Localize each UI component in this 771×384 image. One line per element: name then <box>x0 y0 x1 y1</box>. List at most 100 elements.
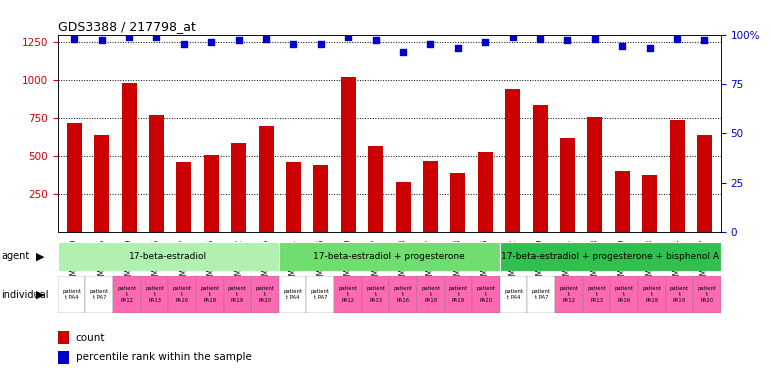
Bar <box>368 146 383 232</box>
Bar <box>177 162 191 232</box>
Text: patient
t PA4: patient t PA4 <box>62 289 81 300</box>
Point <box>561 37 574 43</box>
Bar <box>669 120 685 232</box>
Bar <box>505 89 520 232</box>
Bar <box>389 276 417 313</box>
Bar <box>500 242 721 271</box>
Text: ▶: ▶ <box>36 290 45 300</box>
Point <box>68 35 80 41</box>
Bar <box>67 123 82 232</box>
Bar <box>113 276 140 313</box>
Text: patient
t PA4: patient t PA4 <box>504 289 524 300</box>
Point <box>699 37 711 43</box>
Text: ▶: ▶ <box>36 251 45 262</box>
Bar <box>224 276 251 313</box>
Bar <box>533 104 547 232</box>
Point <box>123 33 135 40</box>
Point <box>205 40 217 46</box>
Bar <box>665 276 693 313</box>
Point <box>452 45 464 51</box>
Bar <box>396 182 411 232</box>
Bar <box>472 276 500 313</box>
Bar <box>140 276 168 313</box>
Bar <box>445 276 472 313</box>
Bar <box>313 166 328 232</box>
Point <box>616 43 628 50</box>
Bar <box>168 276 196 313</box>
Bar <box>204 155 219 232</box>
Text: count: count <box>76 333 106 343</box>
Text: patient
t
PA20: patient t PA20 <box>476 286 496 303</box>
Point <box>369 37 382 43</box>
Bar <box>478 152 493 232</box>
Text: patient
t
PA19: patient t PA19 <box>670 286 689 303</box>
Text: patient
t
PA20: patient t PA20 <box>255 286 274 303</box>
Bar <box>638 276 665 313</box>
Text: patient
t
PA19: patient t PA19 <box>449 286 468 303</box>
Text: patient
t
PA19: patient t PA19 <box>228 286 247 303</box>
Point <box>479 40 491 46</box>
Text: patient
t
PA13: patient t PA13 <box>587 286 606 303</box>
Bar <box>251 276 279 313</box>
Bar <box>86 276 113 313</box>
Text: patient
t
PA20: patient t PA20 <box>698 286 716 303</box>
Bar <box>334 276 362 313</box>
Point <box>315 41 327 48</box>
Bar <box>286 162 301 232</box>
Text: patient
t
PA13: patient t PA13 <box>145 286 164 303</box>
Point <box>507 33 519 40</box>
Bar <box>122 83 136 232</box>
Text: percentile rank within the sample: percentile rank within the sample <box>76 352 251 362</box>
Text: patient
t PA7: patient t PA7 <box>532 289 550 300</box>
Bar <box>560 138 575 232</box>
Bar <box>58 331 69 344</box>
Bar <box>555 276 583 313</box>
Text: individual: individual <box>2 290 49 300</box>
Point <box>671 35 683 41</box>
Point <box>150 33 163 40</box>
Bar <box>500 276 527 313</box>
Bar <box>149 115 164 232</box>
Bar <box>693 276 721 313</box>
Text: patient
t
PA13: patient t PA13 <box>366 286 385 303</box>
Text: patient
t
PA16: patient t PA16 <box>614 286 634 303</box>
Text: 17-beta-estradiol + progesterone: 17-beta-estradiol + progesterone <box>314 252 465 261</box>
Bar <box>417 276 445 313</box>
Point <box>534 35 546 41</box>
Point <box>177 41 190 48</box>
Point <box>644 45 656 51</box>
Text: patient
t
PA12: patient t PA12 <box>338 286 358 303</box>
Text: patient
t
PA18: patient t PA18 <box>421 286 440 303</box>
Bar <box>362 276 389 313</box>
Point <box>397 49 409 55</box>
Point <box>96 37 108 43</box>
Text: GDS3388 / 217798_at: GDS3388 / 217798_at <box>58 20 196 33</box>
Point <box>260 35 272 41</box>
Bar <box>58 351 69 364</box>
Bar <box>341 77 355 232</box>
Bar <box>306 276 334 313</box>
Text: patient
t
PA18: patient t PA18 <box>200 286 219 303</box>
Bar <box>279 276 306 313</box>
Bar <box>58 242 279 271</box>
Bar <box>423 161 438 232</box>
Point <box>233 37 245 43</box>
Text: patient
t
PA16: patient t PA16 <box>173 286 192 303</box>
Text: patient
t
PA12: patient t PA12 <box>117 286 136 303</box>
Text: 17-beta-estradiol + progesterone + bisphenol A: 17-beta-estradiol + progesterone + bisph… <box>501 252 719 261</box>
Bar <box>196 276 224 313</box>
Text: patient
t PA7: patient t PA7 <box>311 289 330 300</box>
Bar <box>611 276 638 313</box>
Bar <box>94 135 109 232</box>
Bar <box>614 172 630 232</box>
Text: patient
t PA4: patient t PA4 <box>283 289 302 300</box>
Bar <box>527 276 555 313</box>
Text: patient
t PA7: patient t PA7 <box>89 289 109 300</box>
Text: patient
t
PA16: patient t PA16 <box>394 286 412 303</box>
Bar <box>279 242 500 271</box>
Point <box>424 41 436 48</box>
Text: patient
t
PA12: patient t PA12 <box>560 286 578 303</box>
Text: agent: agent <box>2 251 30 262</box>
Bar <box>583 276 611 313</box>
Bar <box>231 142 246 232</box>
